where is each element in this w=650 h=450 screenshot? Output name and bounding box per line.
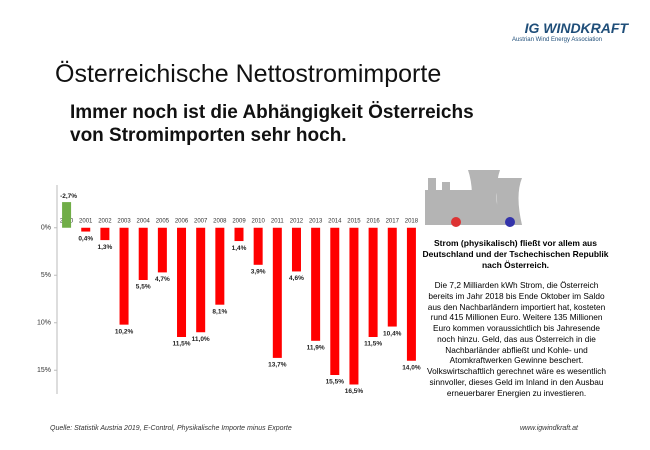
bar <box>253 227 263 265</box>
value-label: 1,3% <box>97 244 112 251</box>
bar <box>157 227 167 273</box>
x-tick-label: 2017 <box>386 218 400 224</box>
x-tick-label: 2018 <box>405 218 419 224</box>
y-tick-label: 10% <box>37 320 51 327</box>
bar <box>330 227 340 375</box>
value-label: 10,2% <box>115 328 134 335</box>
source: Quelle: Statistik Austria 2019, E-Contro… <box>50 425 292 432</box>
bar <box>272 227 282 358</box>
url: www.igwindkraft.at <box>520 425 578 432</box>
bar <box>387 227 397 327</box>
value-label: 14,0% <box>402 364 421 371</box>
x-tick-label: 2002 <box>98 218 112 224</box>
y-tick-label: 0% <box>41 225 51 232</box>
bar <box>100 227 110 241</box>
bar <box>311 227 321 341</box>
subtitle: Immer noch ist die Abhängigkeit Österrei… <box>70 102 474 123</box>
value-label: 11,9% <box>307 345 325 352</box>
bar <box>196 227 206 333</box>
x-tick-label: 2001 <box>79 218 93 224</box>
x-tick-label: 2014 <box>328 218 342 224</box>
bar <box>234 227 244 242</box>
y-tick-label: 15% <box>37 367 51 374</box>
x-tick-label: 2009 <box>232 218 246 224</box>
value-label: 0,4% <box>78 235 93 242</box>
bar <box>215 227 225 305</box>
x-tick-label: 2005 <box>156 218 170 224</box>
bar <box>81 227 91 232</box>
value-label: 15,5% <box>326 379 345 386</box>
x-tick-label: 2007 <box>194 218 208 224</box>
value-label: 3,9% <box>251 269 266 276</box>
subtitle: von Stromimporten sehr hoch. <box>70 125 347 146</box>
x-tick-label: 2011 <box>271 218 285 224</box>
bar <box>291 227 301 272</box>
value-label: 13,7% <box>268 362 287 369</box>
bar <box>349 227 359 385</box>
value-label: 4,7% <box>155 276 170 283</box>
factory-illustration <box>425 170 522 227</box>
title: Österreichische Nettostromimporte <box>55 60 442 88</box>
x-tick-label: 2012 <box>290 218 304 224</box>
x-tick-label: 2008 <box>213 218 227 224</box>
logo-subtitle: Austrian Wind Energy Association <box>511 37 602 43</box>
bar <box>406 227 416 361</box>
x-tick-label: 2013 <box>309 218 323 224</box>
x-tick-label: 2010 <box>251 218 265 224</box>
x-tick-label: 2016 <box>366 218 380 224</box>
logo: IG WINDKRAFT <box>524 20 628 36</box>
side-heading: Strom (physikalisch) fließt vor allem au… <box>422 238 609 271</box>
bar <box>62 202 72 228</box>
bar <box>177 227 187 337</box>
y-tick-label: 5% <box>41 272 51 279</box>
value-label: 5,5% <box>136 284 151 291</box>
value-label: 10,4% <box>383 330 402 337</box>
value-label: 11,5% <box>364 341 382 348</box>
x-tick-label: 2006 <box>175 218 189 224</box>
value-label: 8,1% <box>212 308 227 315</box>
bar <box>138 227 148 280</box>
bar <box>368 227 378 337</box>
side-body: Die 7,2 Milliarden kWh Strom, die Österr… <box>427 280 606 398</box>
value-label: 1,4% <box>232 245 247 252</box>
x-tick-label: 2003 <box>117 218 131 224</box>
value-label: 11,5% <box>172 341 190 348</box>
x-tick-label: 2004 <box>137 218 151 224</box>
x-tick-label: 2015 <box>347 218 361 224</box>
value-label: 16,5% <box>345 388 364 395</box>
value-label: 4,6% <box>289 275 304 282</box>
bar <box>119 227 129 325</box>
value-label: 11,0% <box>192 336 210 343</box>
value-label: -2,7% <box>60 193 77 200</box>
